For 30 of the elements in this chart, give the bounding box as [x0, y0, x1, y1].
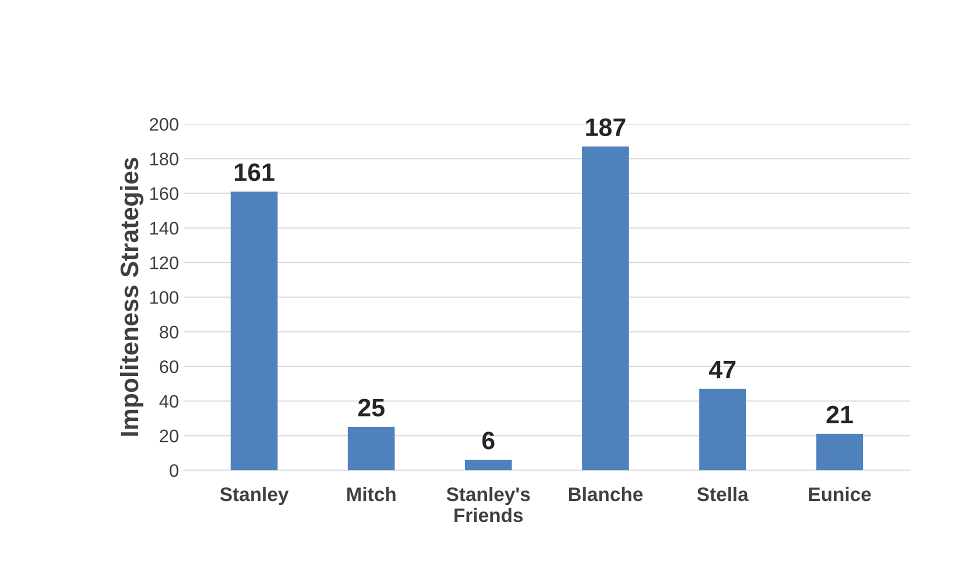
bar: [230, 192, 278, 470]
y-tick-label: 160: [150, 187, 178, 200]
y-tick-label: 0: [170, 464, 178, 477]
bar: [699, 388, 746, 470]
data-label: 47: [709, 360, 736, 378]
y-tick-label: 140: [150, 222, 178, 235]
y-tick-label: 60: [160, 360, 178, 374]
bar: [582, 146, 629, 470]
y-axis-title: Impoliteness Strategies: [120, 158, 144, 436]
y-tick-label: 40: [159, 394, 178, 408]
data-label: 6: [482, 432, 494, 450]
y-tick-label: 180: [150, 152, 178, 166]
x-tick-label: Stanley: [220, 486, 289, 506]
y-tick-label: 100: [150, 291, 178, 304]
x-tick-label: Stella: [697, 486, 749, 502]
y-tick-label: 200: [150, 118, 178, 131]
y-tick-label: 120: [150, 256, 178, 270]
x-tick-label: Stanley's Friends: [446, 486, 530, 522]
data-label: 187: [586, 118, 626, 136]
x-tick-label: Eunice: [809, 486, 871, 502]
data-label: 21: [826, 406, 853, 424]
x-tick-label: Mitch: [347, 486, 396, 502]
bar: [464, 460, 512, 470]
data-label: 161: [234, 163, 274, 182]
y-tick-label: 20: [160, 430, 178, 442]
bar: [348, 426, 395, 470]
bar: [816, 434, 864, 470]
x-tick-label: Blanche: [568, 486, 643, 502]
y-tick-label: 80: [160, 326, 178, 338]
data-label: 25: [358, 398, 384, 416]
